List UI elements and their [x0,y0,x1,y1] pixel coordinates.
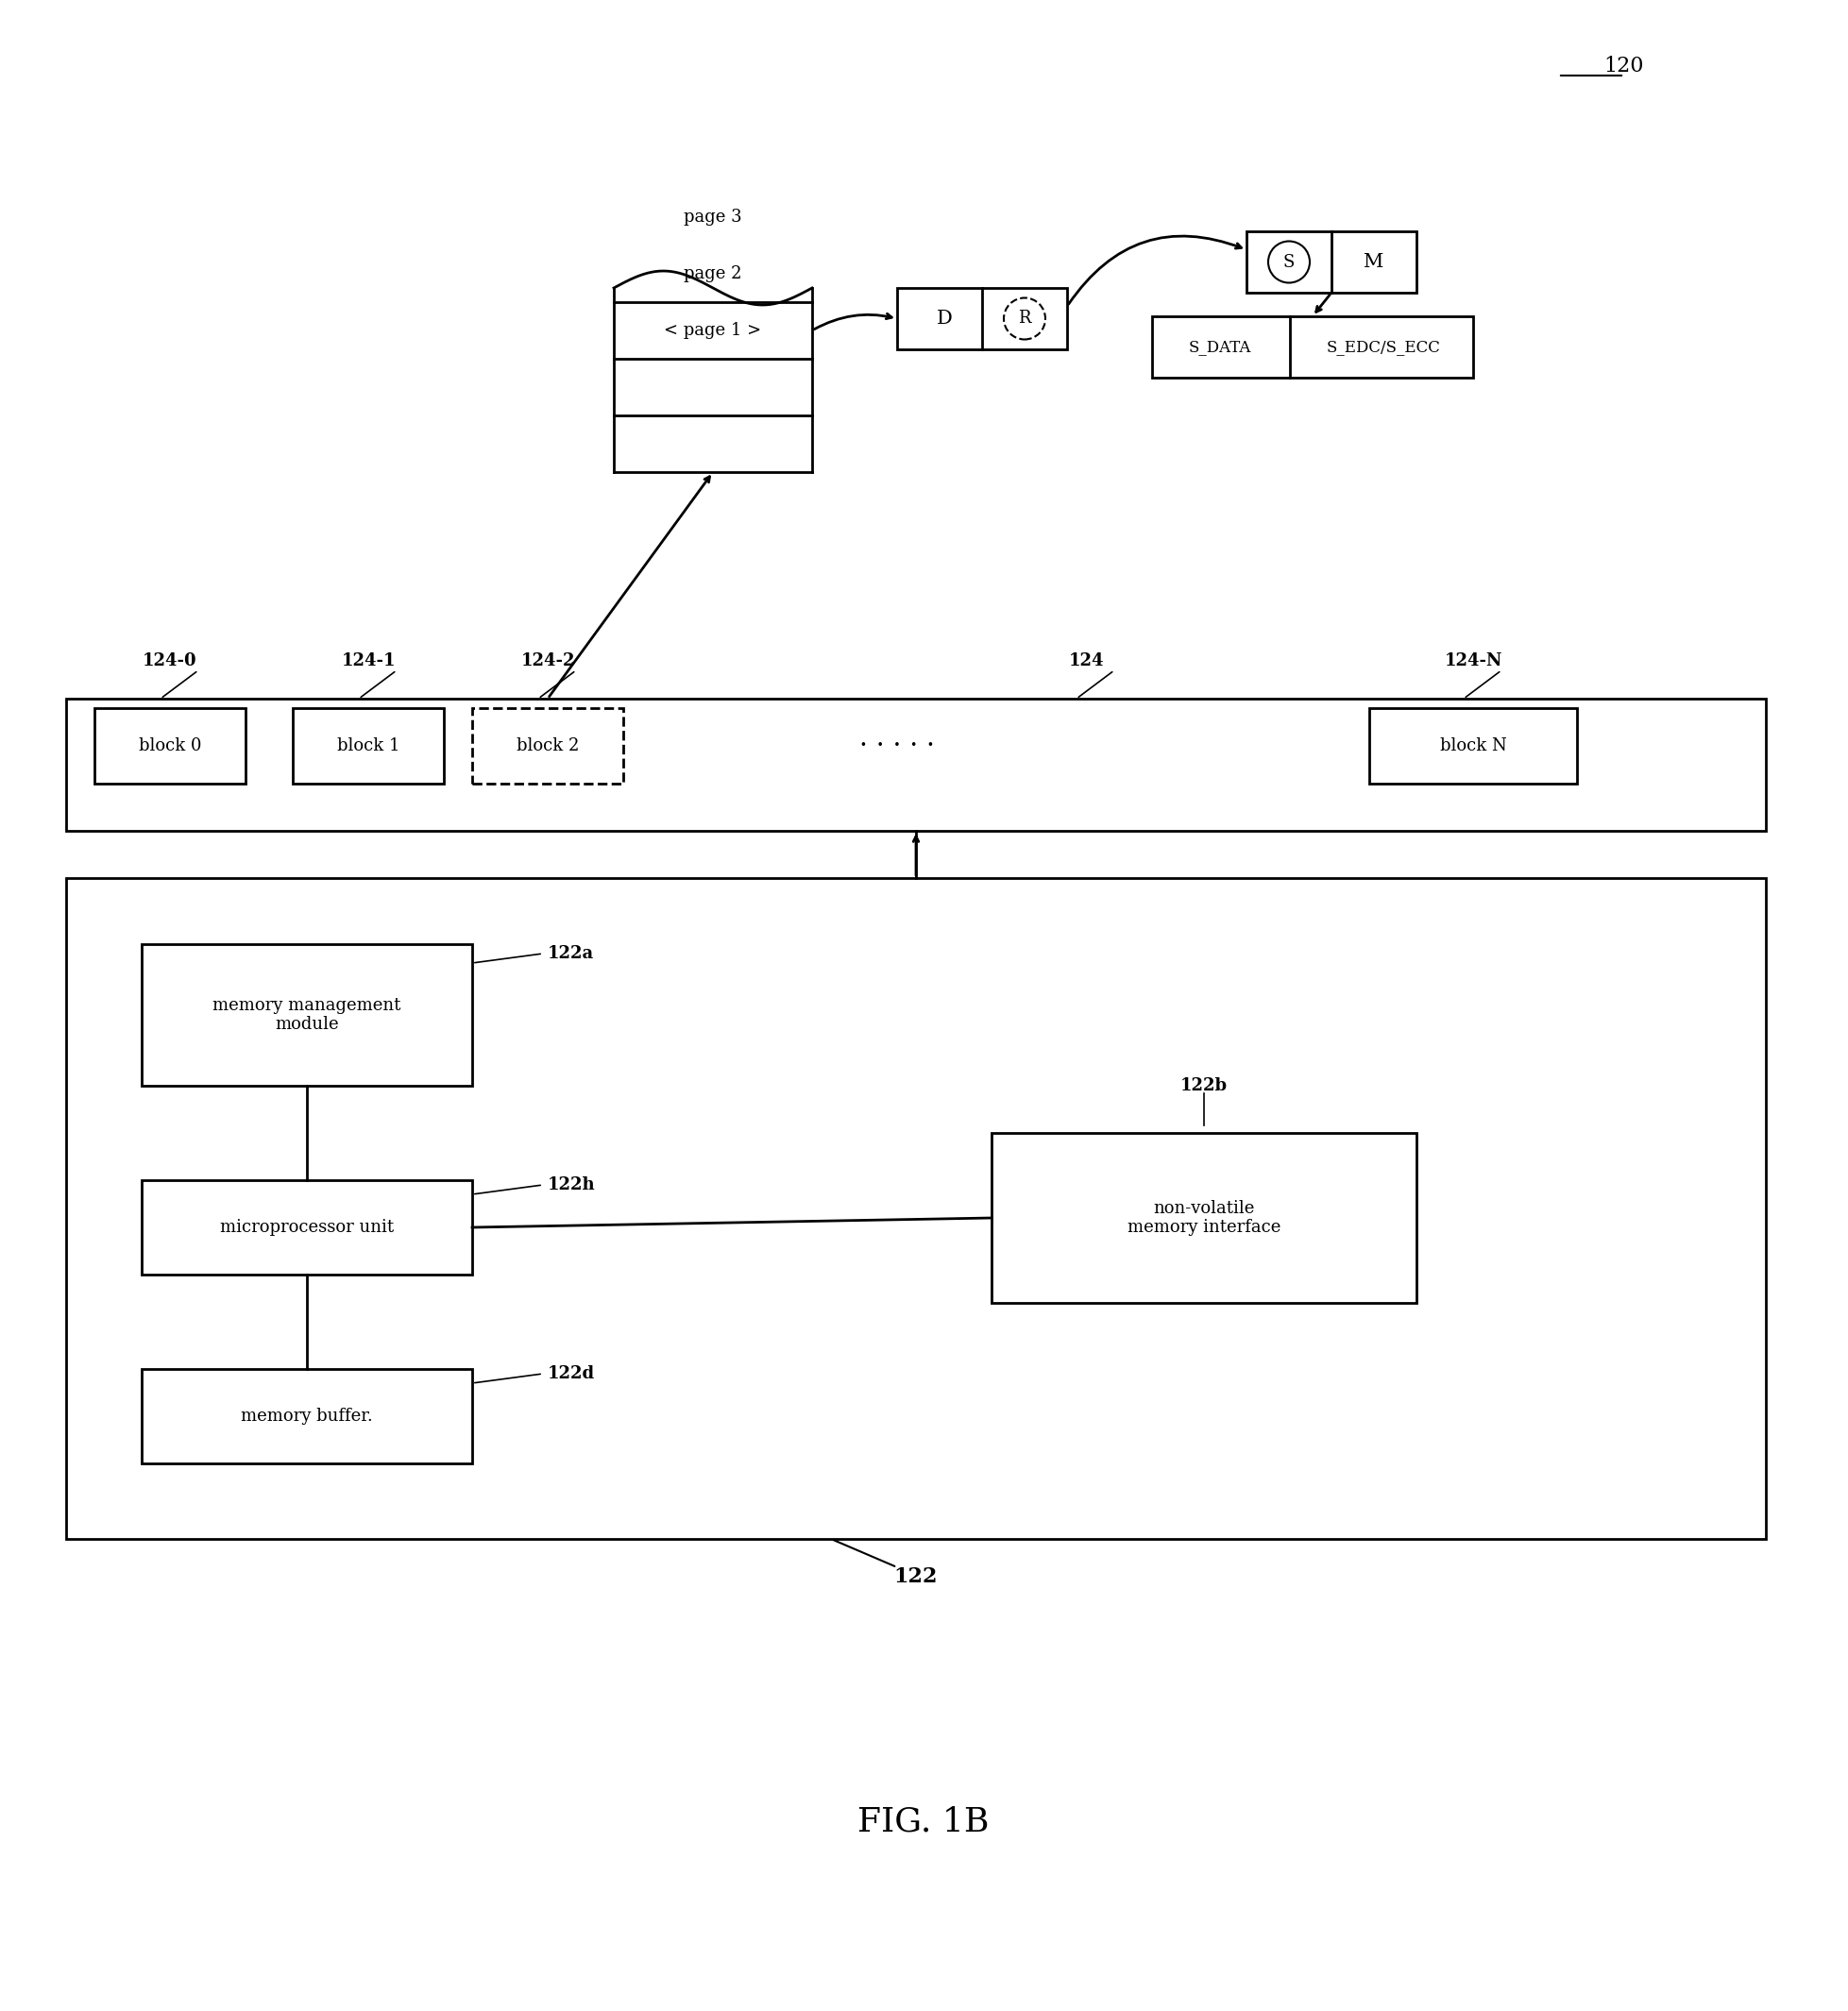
Text: R: R [1018,310,1031,328]
Text: microprocessor unit: microprocessor unit [220,1219,394,1237]
Circle shape [1003,298,1046,340]
Text: 124-2: 124-2 [521,652,575,670]
Text: 122h: 122h [547,1176,595,1193]
Text: M: M [1364,253,1384,271]
Text: 122a: 122a [547,945,593,961]
FancyBboxPatch shape [67,879,1767,1538]
FancyBboxPatch shape [896,288,1066,350]
Text: S_EDC/S_ECC: S_EDC/S_ECC [1327,340,1440,356]
Text: · · · · ·: · · · · · [859,734,935,758]
FancyBboxPatch shape [1151,316,1473,378]
FancyBboxPatch shape [94,708,246,784]
Text: memory management
module: memory management module [213,997,401,1034]
Text: 124-1: 124-1 [342,652,395,670]
FancyBboxPatch shape [142,943,471,1086]
FancyBboxPatch shape [67,698,1767,831]
Text: S: S [1283,253,1295,271]
Text: page 3: page 3 [684,209,743,225]
Text: block 2: block 2 [516,738,578,754]
Text: 122b: 122b [1181,1078,1227,1094]
Circle shape [1268,241,1310,284]
Text: < page 1 >: < page 1 > [663,322,761,340]
FancyBboxPatch shape [142,1180,471,1275]
Text: non-volatile
memory interface: non-volatile memory interface [1127,1201,1281,1237]
Text: page 2: page 2 [684,265,743,282]
Text: 124-0: 124-0 [142,652,198,670]
Text: 124: 124 [1068,652,1103,670]
FancyBboxPatch shape [992,1132,1416,1303]
FancyBboxPatch shape [142,1369,471,1464]
FancyBboxPatch shape [471,708,623,784]
Text: memory buffer.: memory buffer. [240,1408,373,1424]
Text: D: D [937,310,954,328]
FancyBboxPatch shape [1369,708,1576,784]
Text: block 0: block 0 [139,738,201,754]
Text: S_DATA: S_DATA [1188,340,1251,356]
FancyBboxPatch shape [292,708,444,784]
Text: block N: block N [1440,738,1506,754]
FancyBboxPatch shape [1247,231,1416,294]
Text: 122: 122 [894,1567,939,1587]
Text: FIG. 1B: FIG. 1B [857,1806,989,1838]
Text: 124-N: 124-N [1443,652,1502,670]
Text: 122d: 122d [547,1365,595,1382]
Text: 120: 120 [1604,56,1645,76]
Text: block 1: block 1 [336,738,399,754]
